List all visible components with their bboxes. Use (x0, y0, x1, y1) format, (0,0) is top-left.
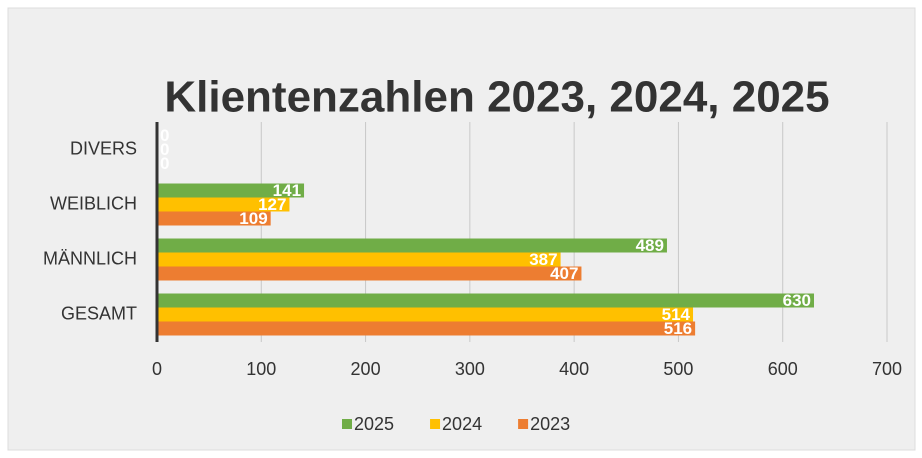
legend-swatch (342, 419, 352, 429)
data-label: 0 (160, 140, 169, 159)
y-tick-label: MÄNNLICH (43, 248, 137, 268)
data-label: 516 (664, 319, 692, 338)
bar (157, 197, 290, 212)
data-label: 127 (258, 195, 286, 214)
legend-swatch (518, 419, 529, 429)
bar (157, 183, 305, 198)
legend-swatch (430, 419, 441, 429)
y-tick-label: DIVERS (70, 138, 137, 158)
x-tick-label: 100 (246, 359, 276, 379)
data-label: 630 (783, 291, 811, 310)
y-tick-label: WEIBLICH (50, 193, 137, 213)
legend-label: 2023 (530, 414, 570, 434)
x-tick-label: 400 (559, 359, 589, 379)
y-tick-label: GESAMT (61, 303, 137, 323)
x-tick-label: 500 (663, 359, 693, 379)
x-tick-label: 300 (455, 359, 485, 379)
bar (157, 238, 667, 253)
chart-background (7, 7, 916, 451)
x-tick-label: 0 (152, 359, 162, 379)
bar (157, 307, 694, 322)
data-label: 141 (273, 181, 301, 200)
chart-title: Klientenzahlen 2023, 2024, 2025 (164, 73, 829, 122)
data-label: 407 (550, 264, 578, 283)
bar (157, 293, 814, 308)
bar (157, 211, 271, 226)
data-label: 0 (160, 126, 169, 145)
x-tick-label: 600 (768, 359, 798, 379)
x-tick-label: 700 (872, 359, 902, 379)
data-label: 489 (636, 236, 664, 255)
legend-label: 2024 (442, 414, 482, 434)
bar (157, 321, 696, 336)
bar (157, 252, 561, 267)
data-label: 514 (662, 305, 691, 324)
data-label: 0 (160, 154, 169, 173)
bar (157, 266, 582, 281)
x-tick-label: 200 (351, 359, 381, 379)
data-label: 109 (239, 209, 267, 228)
legend-label: 2025 (354, 414, 394, 434)
data-label: 387 (529, 250, 557, 269)
